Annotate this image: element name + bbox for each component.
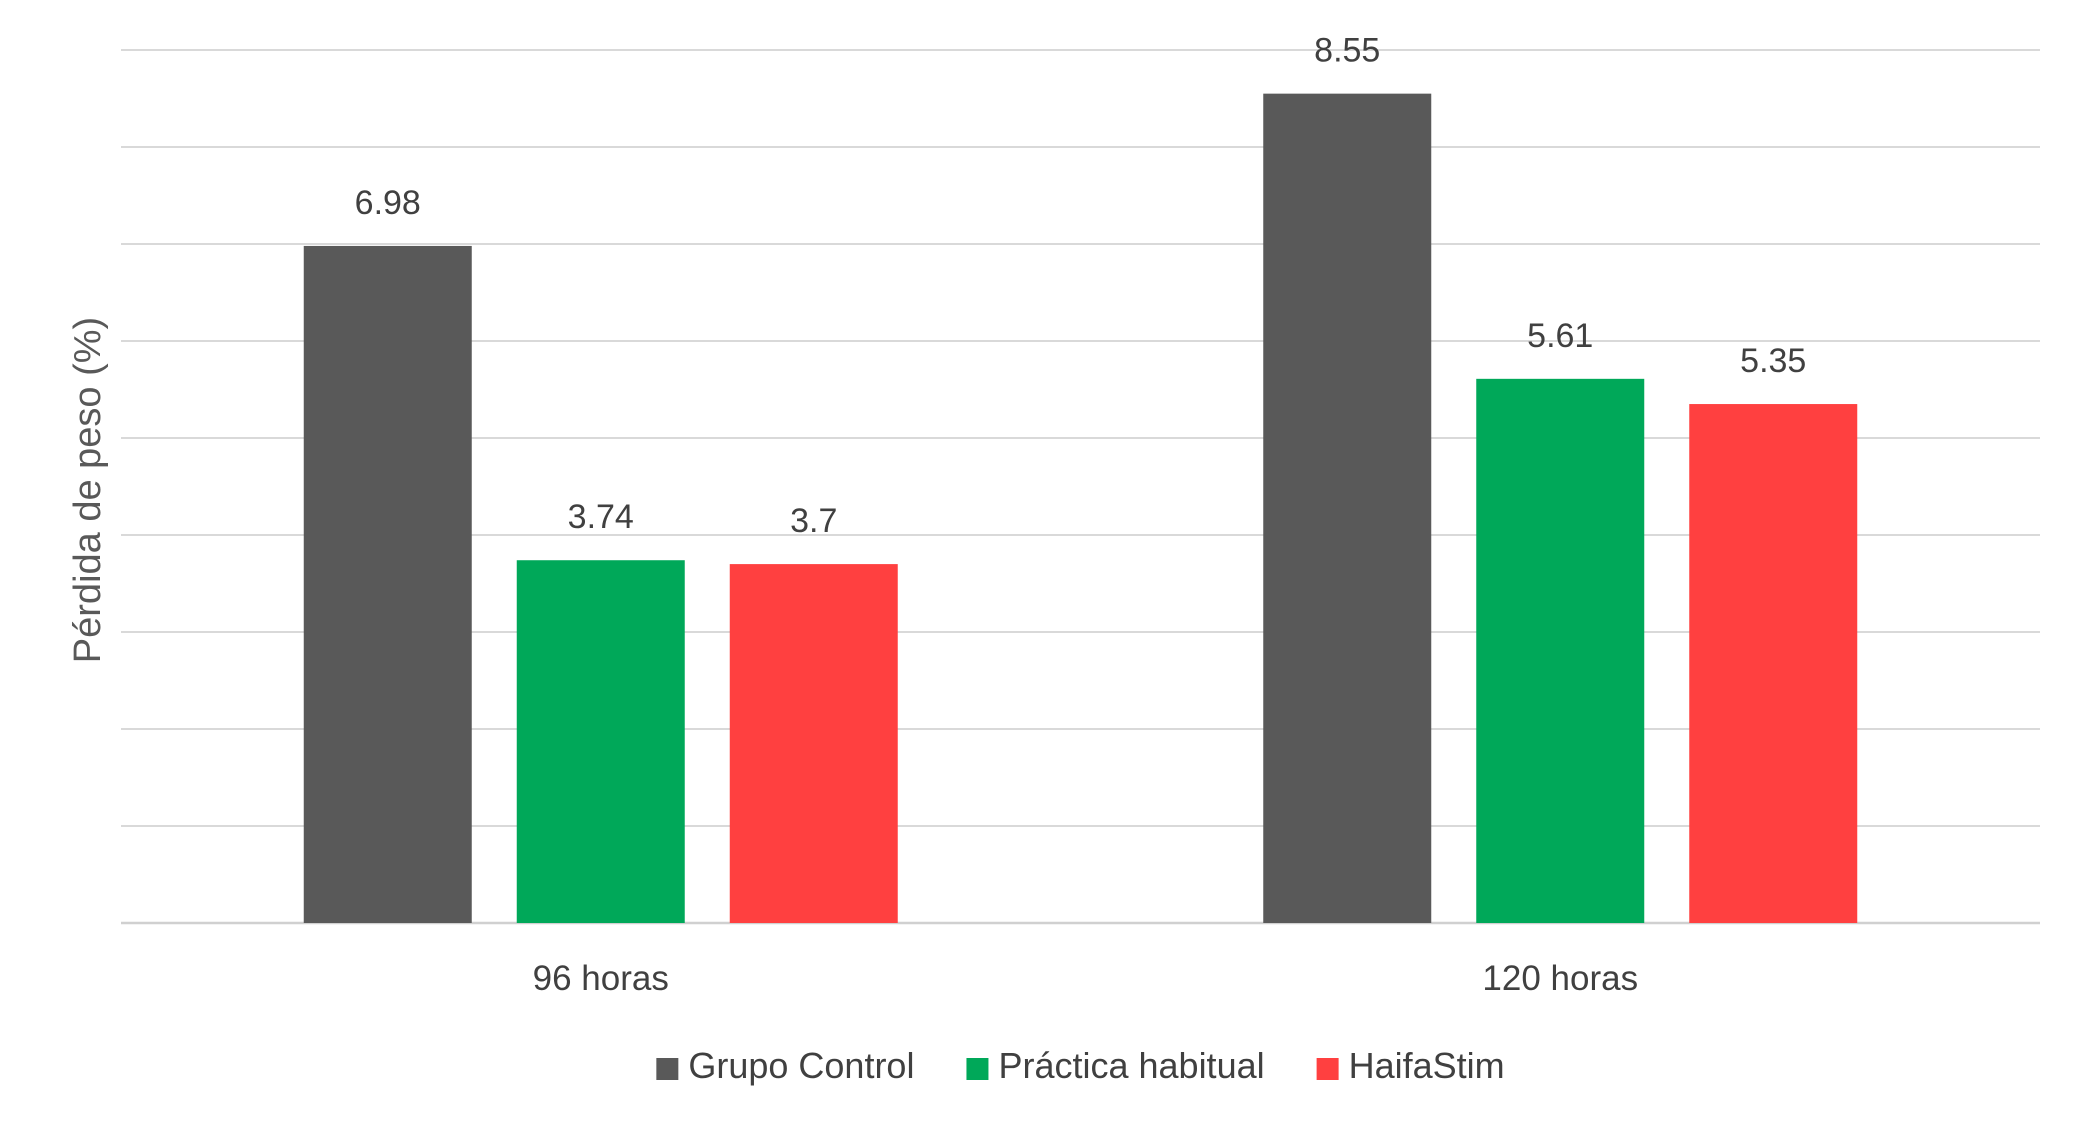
data-labels: 6.98 3.74 3.7 8.55 5.61 5.35	[355, 32, 1807, 540]
legend-item-haifastim: HaifaStim	[1316, 1045, 1505, 1086]
legend-swatch	[656, 1058, 679, 1080]
data-label: 8.55	[1314, 32, 1380, 70]
data-label: 3.7	[790, 502, 837, 540]
data-label: 6.98	[355, 184, 421, 222]
data-label: 5.61	[1527, 317, 1593, 355]
data-label: 5.35	[1740, 342, 1806, 380]
legend: Grupo Control Práctica habitual HaifaStim	[656, 1045, 1505, 1086]
bar-haifastim-1	[1689, 404, 1858, 923]
y-axis-title: Pérdida de peso (%)	[67, 317, 109, 663]
legend-swatch	[1316, 1058, 1339, 1080]
legend-label: Grupo Control	[688, 1045, 914, 1086]
category-label: 96 horas	[533, 959, 669, 998]
legend-label: HaifaStim	[1349, 1045, 1505, 1086]
bar-grupo-control-1	[1263, 93, 1432, 923]
category-labels: 96 horas 120 horas	[533, 959, 1638, 998]
legend-item-grupo-control: Grupo Control	[656, 1045, 914, 1086]
legend-item-práctica-habitual: Práctica habitual	[966, 1045, 1265, 1086]
legend-label: Práctica habitual	[998, 1045, 1264, 1086]
bar-práctica-habitual-1	[1476, 378, 1645, 924]
bars	[303, 93, 1858, 924]
category-label: 120 horas	[1482, 959, 1638, 998]
bar-haifastim-0	[729, 564, 898, 923]
legend-swatch	[966, 1058, 989, 1080]
bar-grupo-control-0	[303, 245, 472, 923]
bar-práctica-habitual-0	[516, 560, 685, 923]
data-label: 3.74	[568, 498, 634, 536]
